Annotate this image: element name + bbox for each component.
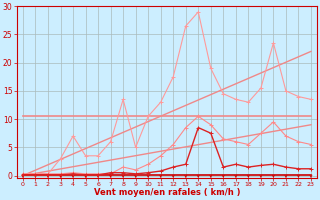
X-axis label: Vent moyen/en rafales ( km/h ): Vent moyen/en rafales ( km/h ) (94, 188, 240, 197)
